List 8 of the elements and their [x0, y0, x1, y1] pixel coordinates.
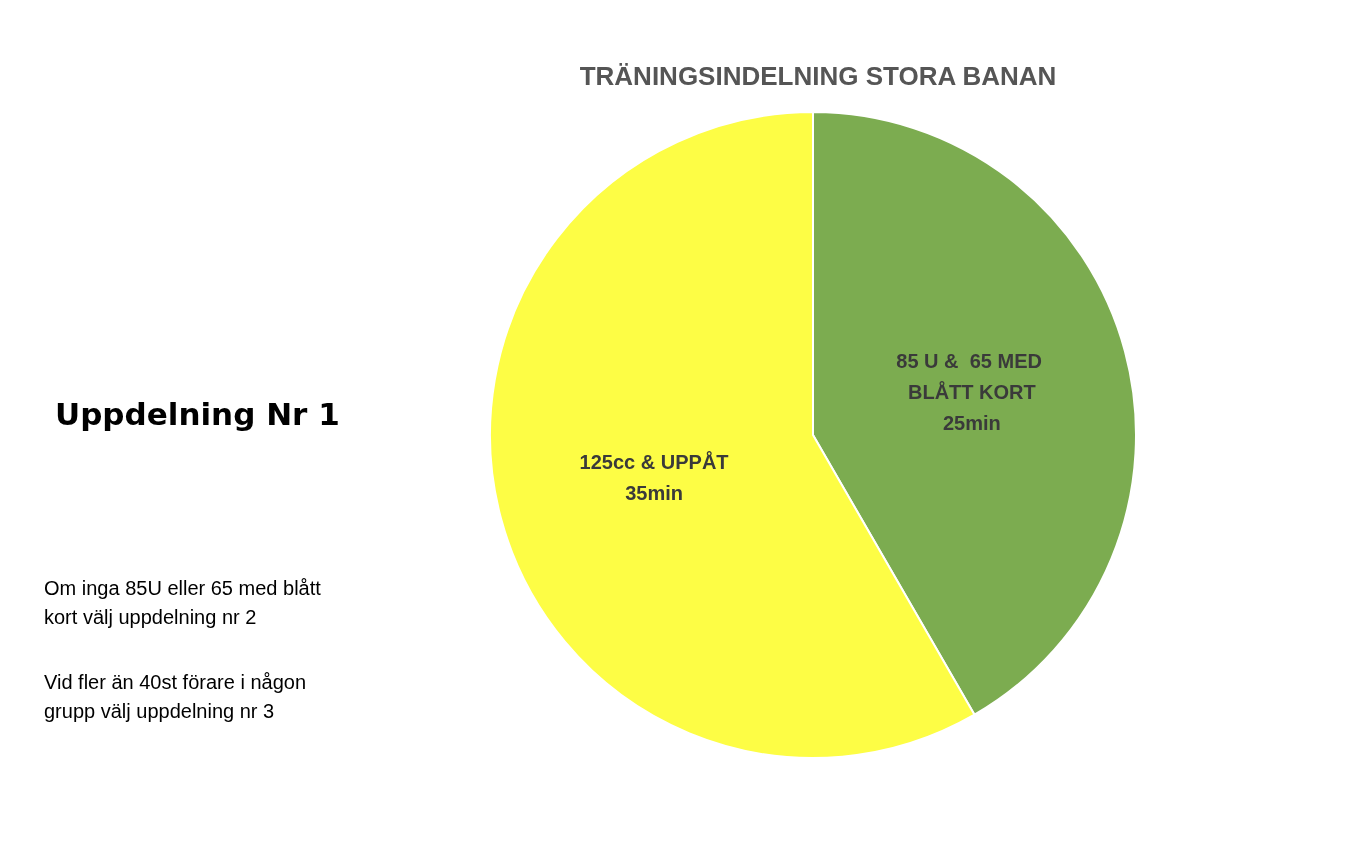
text: Om inga 85U eller 65 med blått kort välj uppdelning nr 2	[44, 576, 322, 630]
chart-title: TRÄNINGSINDELNING STORA BANAN	[579, 61, 1057, 91]
data-label: 35min	[625, 482, 684, 505]
data-label: 25min	[942, 412, 1001, 435]
slice-label: 125cc & UPPÅT	[579, 450, 729, 474]
text: Uppdelning Nr 1	[55, 396, 340, 432]
slice-label: 85 U & 65 MED BLÅTT KORT	[896, 350, 1048, 404]
text: Vid fler än 40st förare i någon grupp välj uppdelning nr 3	[44, 670, 308, 724]
